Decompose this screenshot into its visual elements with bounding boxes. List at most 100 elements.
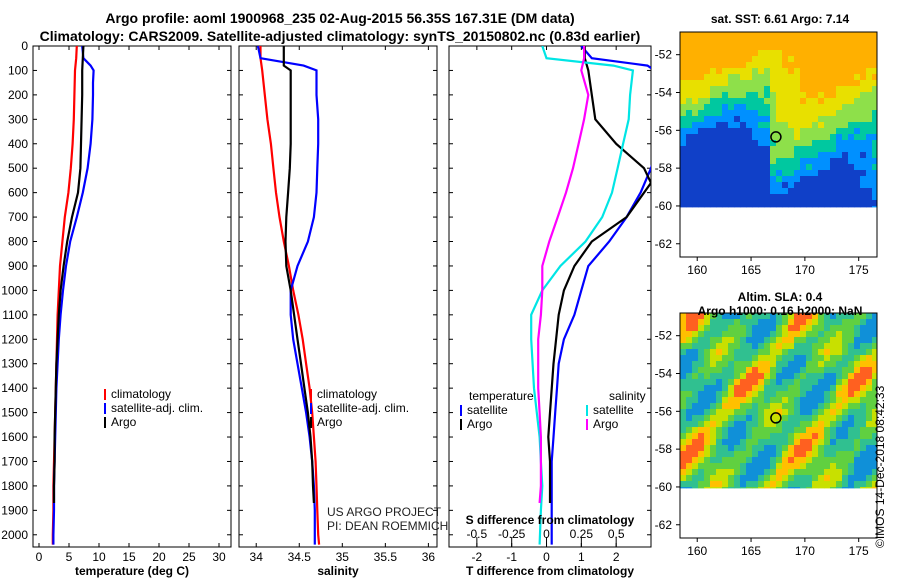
map-cell <box>758 325 765 332</box>
map-cell <box>734 343 741 350</box>
map-cell <box>710 50 717 57</box>
map-frame <box>679 312 878 539</box>
map-cell <box>770 194 777 201</box>
map-cell <box>722 44 729 51</box>
map-cell <box>812 343 819 350</box>
map-cell <box>770 361 777 368</box>
map-cell <box>872 427 877 434</box>
map-cell <box>812 367 819 374</box>
map-cell <box>704 451 711 458</box>
map-cell <box>830 433 837 440</box>
map-cell <box>770 152 777 159</box>
depth-tick-label: 500 <box>8 161 28 175</box>
map-cell <box>710 475 717 482</box>
map-cell <box>704 481 711 488</box>
map-cell <box>848 373 855 380</box>
map-cell <box>758 206 765 208</box>
map-cell <box>680 403 687 410</box>
map-cell <box>752 397 759 404</box>
map-cell <box>830 80 837 87</box>
map-cell <box>734 325 741 332</box>
map-cell <box>746 325 753 332</box>
x-tick-label: -2 <box>472 550 483 564</box>
map-cell <box>722 200 729 207</box>
map-cell <box>722 391 729 398</box>
map-cell <box>776 140 783 147</box>
map-cell <box>692 313 699 320</box>
map-cell <box>686 361 693 368</box>
map-cell <box>872 451 877 458</box>
map-cell <box>842 158 849 165</box>
map-cell <box>770 337 777 344</box>
map-cell <box>836 451 843 458</box>
map-cell <box>806 92 813 99</box>
depth-tick-label: 1000 <box>1 283 28 297</box>
map-cell <box>746 32 753 39</box>
map-cell <box>698 385 705 392</box>
map-cell <box>680 176 687 183</box>
map-cell <box>794 361 801 368</box>
map-cell <box>710 32 717 39</box>
map-cell <box>716 146 723 153</box>
map-cell <box>782 122 789 129</box>
map-cell <box>692 487 699 489</box>
map-cell <box>818 206 825 208</box>
map-cell <box>722 164 729 171</box>
map-cell <box>782 475 789 482</box>
map-cell <box>722 92 729 99</box>
map-cell <box>746 439 753 446</box>
map-cell <box>680 140 687 147</box>
map-cell <box>830 379 837 386</box>
map-cell <box>770 475 777 482</box>
map-cell <box>728 451 735 458</box>
map-cell <box>788 439 795 446</box>
map-cell <box>818 457 825 464</box>
map-cell <box>704 457 711 464</box>
map-cell <box>758 379 765 386</box>
map-cell <box>722 152 729 159</box>
map-cell <box>710 200 717 207</box>
map-cell <box>842 325 849 332</box>
map-cell <box>698 343 705 350</box>
map-cell <box>872 152 877 159</box>
map-cell <box>692 170 699 177</box>
map-cell <box>710 152 717 159</box>
map-cell <box>866 367 873 374</box>
map-cell <box>794 433 801 440</box>
map-cell <box>812 158 819 165</box>
map-cell <box>836 331 843 338</box>
map-cell <box>716 415 723 422</box>
map-cell <box>740 451 747 458</box>
map-cell <box>866 104 873 111</box>
map-cell <box>830 481 837 488</box>
map-cell <box>860 158 867 165</box>
map-cell <box>722 427 729 434</box>
map-cell <box>698 469 705 476</box>
map-cell <box>836 74 843 81</box>
map-cell <box>764 445 771 452</box>
map-cell <box>806 146 813 153</box>
lat-tick-label: -58 <box>655 442 673 456</box>
map-cell <box>686 439 693 446</box>
map-cell <box>854 397 861 404</box>
map-cell <box>728 487 735 489</box>
map-cell <box>758 182 765 189</box>
map-cell <box>782 379 789 386</box>
map-cell <box>794 80 801 87</box>
map-cell <box>680 313 687 320</box>
map-cell <box>842 74 849 81</box>
map-cell <box>800 421 807 428</box>
map-cell <box>710 92 717 99</box>
map-cell <box>788 445 795 452</box>
map-cell <box>764 188 771 195</box>
map-cell <box>794 206 801 208</box>
map-cell <box>692 122 699 129</box>
map-cell <box>806 56 813 63</box>
map-cell <box>788 475 795 482</box>
map-cell <box>812 122 819 129</box>
map-cell <box>824 80 831 87</box>
map-cell <box>824 134 831 141</box>
map-cell <box>716 475 723 482</box>
map-cell <box>758 313 765 320</box>
